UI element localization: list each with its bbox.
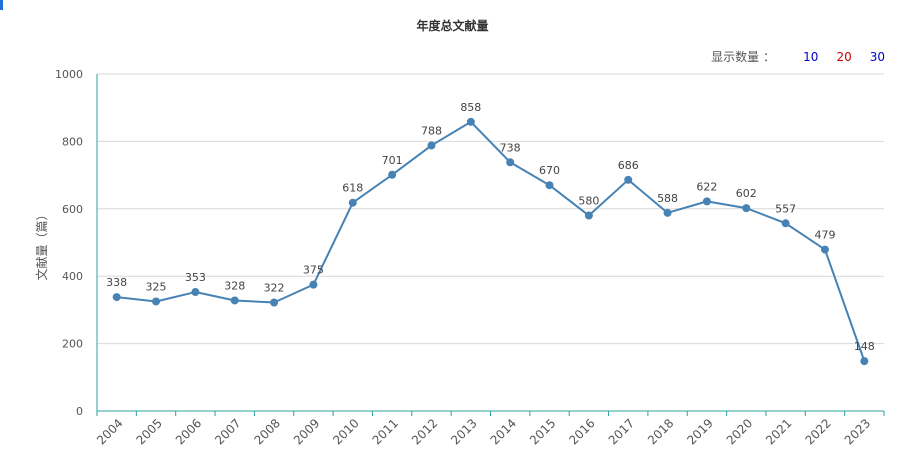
- data-label: 148: [854, 340, 875, 353]
- data-point: [427, 141, 436, 150]
- data-point: [663, 208, 672, 217]
- data-label: 322: [264, 281, 285, 294]
- data-label: 686: [618, 159, 639, 172]
- x-tick-label: 2022: [802, 416, 833, 447]
- data-point: [466, 117, 475, 126]
- series-line: [116, 120, 866, 362]
- x-tick-label: 2009: [291, 416, 322, 447]
- data-point: [781, 219, 790, 228]
- data-label: 788: [421, 124, 442, 137]
- x-tick-label: 2017: [606, 416, 637, 447]
- data-label: 328: [224, 279, 245, 292]
- x-tick-label: 2023: [842, 416, 873, 447]
- data-label: 479: [814, 229, 835, 242]
- display-count-option-10[interactable]: 10: [803, 49, 819, 64]
- data-point: [860, 357, 869, 366]
- data-label: 622: [696, 180, 717, 193]
- y-tick-label: 0: [76, 405, 83, 418]
- display-count-label: 显示数量: [711, 50, 760, 64]
- x-tick-label: 2007: [212, 416, 243, 447]
- data-point: [545, 181, 554, 190]
- data-point: [191, 288, 200, 297]
- y-tick-label: 600: [62, 203, 83, 216]
- y-axis-title: 文献量（篇）: [34, 208, 49, 280]
- y-tick-label: 400: [62, 270, 83, 283]
- data-point: [230, 296, 239, 305]
- y-tick-label: 800: [62, 135, 83, 148]
- chart-title: 年度总文献量: [416, 19, 489, 33]
- x-tick-label: 2004: [94, 416, 125, 447]
- data-label: 602: [736, 187, 757, 200]
- data-label: 670: [539, 164, 560, 177]
- display-count-option-30[interactable]: 30: [869, 49, 885, 64]
- display-count-colon: ：: [763, 50, 776, 64]
- display-count-option-20[interactable]: 20: [836, 49, 852, 64]
- display-count-selector: 显示数量 ： 10 20 30: [711, 48, 885, 65]
- x-tick-label: 2019: [684, 416, 715, 447]
- x-tick-label: 2008: [252, 416, 283, 447]
- data-point: [152, 297, 161, 306]
- data-label: 338: [106, 276, 127, 289]
- data-point: [506, 158, 515, 167]
- x-tick-label: 2005: [133, 416, 164, 447]
- data-label: 858: [460, 101, 481, 114]
- data-point: [388, 170, 397, 179]
- data-point: [348, 198, 357, 207]
- data-label: 353: [185, 271, 206, 284]
- x-tick-label: 2013: [448, 416, 479, 447]
- data-label: 375: [303, 264, 324, 277]
- data-label: 557: [775, 202, 796, 215]
- x-tick-label: 2011: [370, 416, 401, 447]
- data-point: [584, 211, 593, 220]
- x-tick-label: 2014: [488, 416, 519, 447]
- data-point: [309, 280, 318, 289]
- data-point: [702, 197, 711, 206]
- x-tick-label: 2016: [566, 416, 597, 447]
- data-label: 588: [657, 192, 678, 205]
- y-tick-label: 200: [62, 338, 83, 351]
- data-point: [624, 175, 633, 184]
- data-point: [820, 245, 829, 254]
- corner-accent-mark: [0, 0, 3, 10]
- data-point: [742, 204, 751, 213]
- x-tick-label: 2006: [173, 416, 204, 447]
- data-label: 618: [342, 182, 363, 195]
- data-label: 738: [500, 141, 521, 154]
- x-tick-label: 2015: [527, 416, 558, 447]
- data-label: 580: [578, 195, 599, 208]
- x-tick-label: 2020: [724, 416, 755, 447]
- x-tick-label: 2018: [645, 416, 676, 447]
- data-label: 701: [382, 154, 403, 167]
- y-tick-label: 1000: [55, 68, 83, 81]
- x-tick-label: 2021: [763, 416, 794, 447]
- data-point: [112, 293, 121, 302]
- data-point: [270, 298, 279, 307]
- data-label: 325: [146, 280, 167, 293]
- x-tick-label: 2012: [409, 416, 440, 447]
- x-tick-label: 2010: [330, 416, 361, 447]
